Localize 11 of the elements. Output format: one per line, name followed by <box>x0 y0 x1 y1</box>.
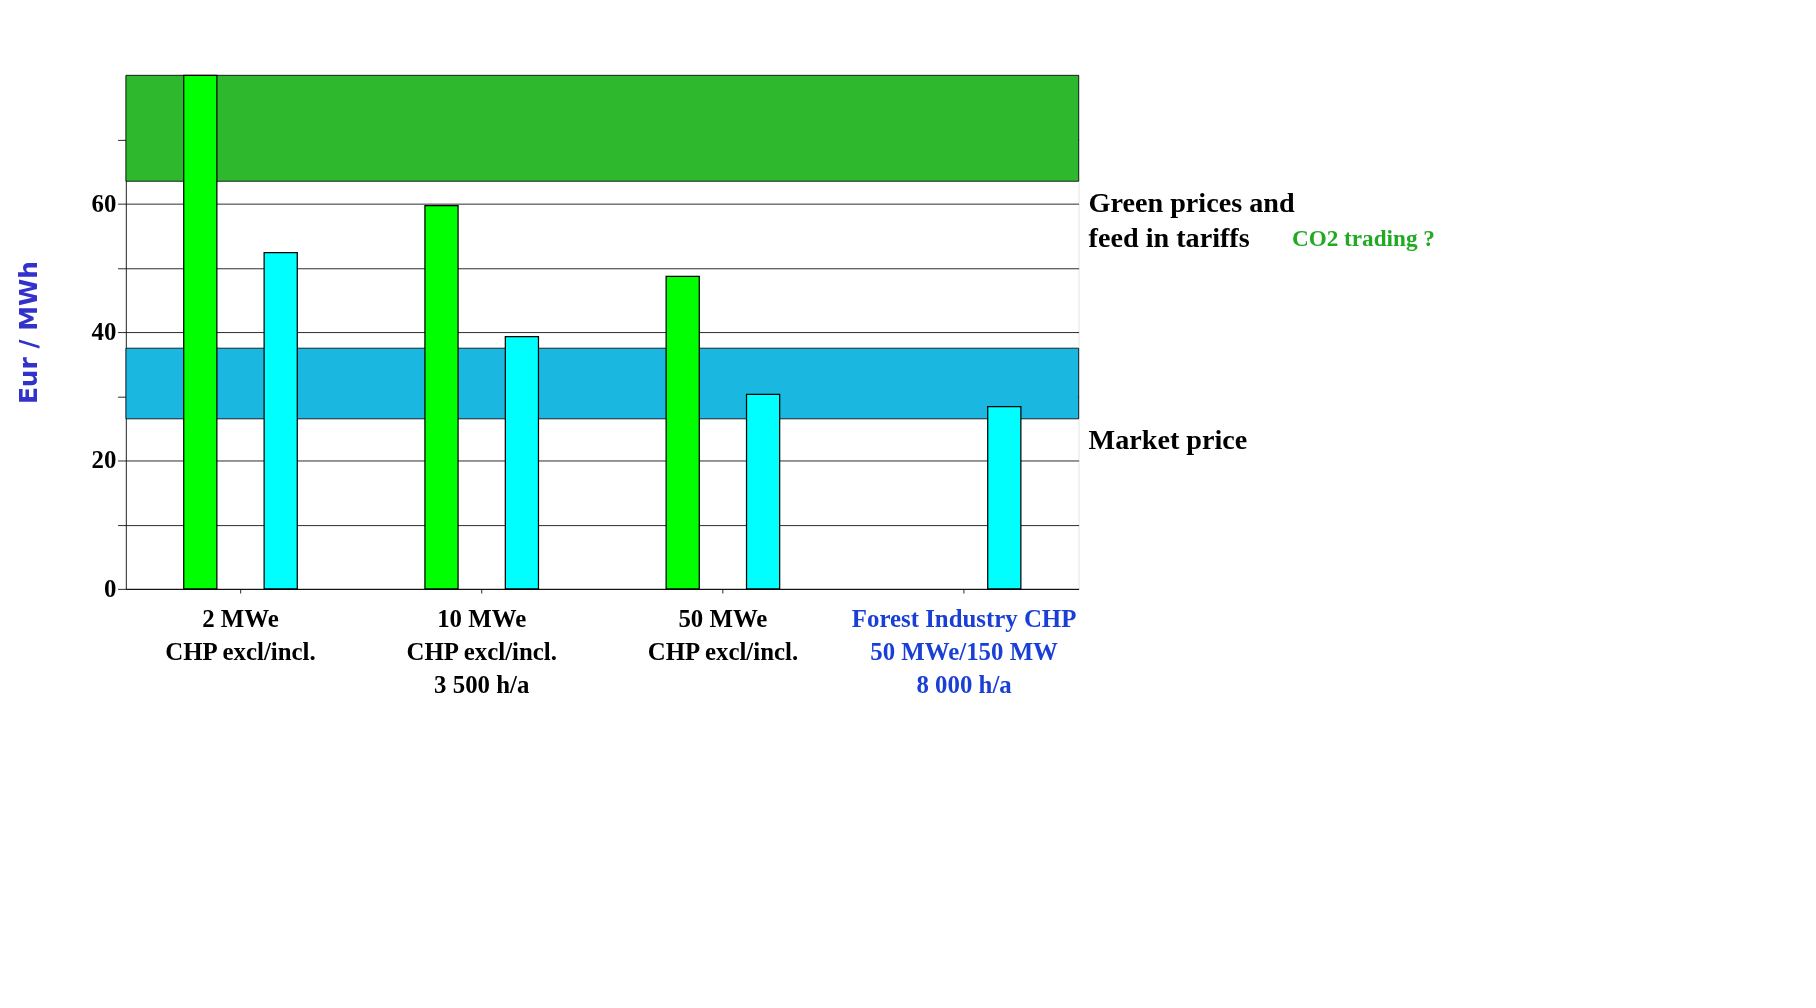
x-tick-label: 10 MWe CHP excl/incl. 3 500 h/a <box>406 604 557 698</box>
text: CO2 trading ? <box>1291 225 1435 252</box>
y-axis-title: Eur / MWh <box>13 261 43 405</box>
x-tick-label: 50 MWe CHP excl/incl. <box>647 604 799 665</box>
y-tick-label: 0 <box>103 574 117 602</box>
y-tick-label: 60 <box>91 189 117 217</box>
y-tick-label: 20 <box>91 446 117 474</box>
band-label: Market price <box>1088 424 1248 456</box>
x-tick-label: Forest Industry CHP 50 MWe/150 MW 8 000 h/a <box>851 604 1077 698</box>
x-tick-label: 2 MWe CHP excl/incl. <box>165 604 316 665</box>
y-tick-label: 40 <box>91 318 117 346</box>
